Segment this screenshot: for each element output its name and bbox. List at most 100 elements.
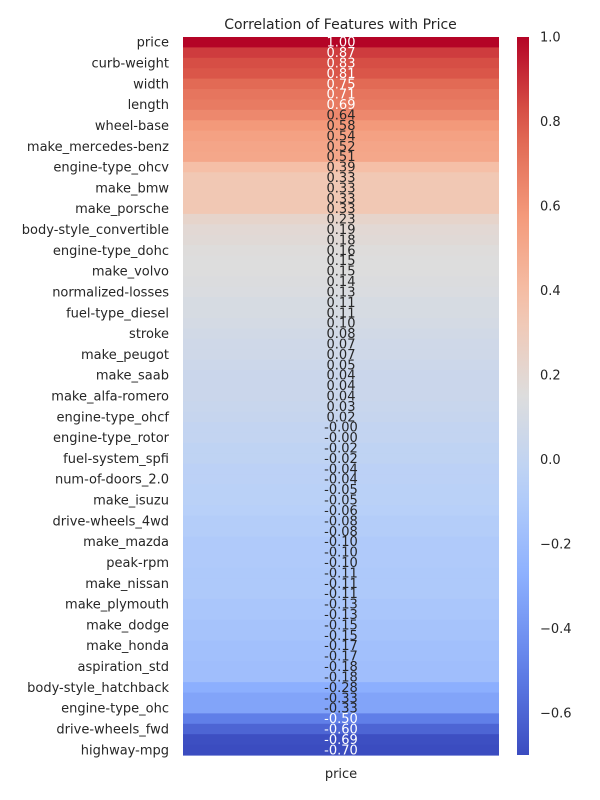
heatmap-cell [183,151,499,163]
heatmap-cell [183,609,499,621]
cell-annotation: -0.10 [324,546,358,561]
row-label: aspiration_std [78,660,169,675]
heatmap-cell [183,713,499,725]
heatmap-cell [183,234,499,246]
heatmap-cell [183,422,499,434]
row-label: engine-type_ohcv [53,161,169,176]
cell-annotations: 1.000.870.830.810.750.710.690.640.580.54… [324,36,358,759]
heatmap-cell [183,68,499,80]
row-label: make_mercedes-benz [27,140,169,155]
row-label: make_nissan [85,577,169,592]
row-label: fuel-system_spfi [63,452,169,467]
row-label: make_plymouth [65,598,169,613]
row-label: wheel-base [95,119,169,134]
cell-annotation: -0.70 [324,743,358,758]
heatmap-cell [183,369,499,381]
heatmap-cell [183,255,499,267]
cell-annotation: 0.33 [327,202,356,217]
cell-annotation: 0.10 [327,317,356,332]
cell-annotation: 0.15 [327,265,356,280]
row-label: highway-mpg [81,743,169,758]
cell-annotation: -0.10 [324,556,358,571]
heatmap-cell [183,99,499,111]
heatmap-cell [183,650,499,662]
cell-annotation: -0.69 [324,733,358,748]
heatmap-cell [183,120,499,132]
heatmap-cell [183,619,499,631]
heatmap-cell [183,245,499,257]
cell-annotation: 0.52 [327,140,356,155]
cell-annotation: 0.14 [327,275,356,290]
row-label: fuel-type_diesel [66,306,169,321]
heatmap-cell [183,661,499,673]
heatmap-cell [183,401,499,413]
heatmap-cell [183,546,499,558]
cell-annotation: -0.15 [324,618,358,633]
cell-annotation: 0.13 [327,285,356,300]
row-label: drive-wheels_fwd [56,722,169,737]
cell-annotation: -0.10 [324,535,358,550]
cell-annotation: -0.17 [324,650,358,665]
row-labels: price curb-weight width length wheel-base mak… [22,36,170,759]
row-label: engine-type_ohcf [57,410,170,425]
cell-annotation: -0.33 [324,691,358,706]
cell-annotation: 0.16 [327,244,356,259]
colorbar-tick-label: 0.2 [540,368,561,383]
cell-annotation: 0.15 [327,254,356,269]
cell-annotation: 0.64 [327,109,356,124]
heatmap-cell [183,557,499,569]
heatmap-cell [183,682,499,694]
cell-annotation: 0.87 [327,46,356,61]
heatmap-cell [183,130,499,142]
row-label: length [128,98,169,113]
cell-annotation: 0.81 [327,67,356,82]
cell-annotation: -0.00 [324,431,358,446]
heatmap-cell [183,588,499,600]
heatmap-cell [183,359,499,371]
heatmap-cell [183,380,499,392]
colorbar-tick-label: −0.4 [540,622,572,637]
cell-annotation: 0.04 [327,379,356,394]
heatmap-cell [183,567,499,579]
heatmap-cell [183,172,499,184]
chart-title: Correlation of Features with Price [224,17,457,33]
column-labels: price [325,767,357,782]
heatmap-cell [183,328,499,340]
heatmap-cell [183,474,499,486]
row-label: width [133,77,169,92]
cell-annotation: 0.58 [327,119,356,134]
heatmap-cells [183,37,499,756]
heatmap-cell [183,338,499,350]
cell-annotation: -0.33 [324,702,358,717]
cell-annotation: -0.04 [324,462,358,477]
heatmap-cell [183,37,499,49]
colorbar-tick-label: 0.0 [540,453,561,468]
heatmap-cell [183,213,499,225]
heatmap-cell [183,526,499,538]
row-label: make_mazda [83,535,169,550]
cell-annotation: -0.11 [324,587,358,602]
row-label: make_saab [96,369,169,384]
cell-annotation: 0.39 [327,161,356,176]
colorbar-tick-label: 0.8 [540,115,561,130]
cell-annotation: 0.23 [327,213,356,228]
cell-annotation: 0.07 [327,337,356,352]
cell-annotation: 0.04 [327,369,356,384]
row-label: normalized-losses [52,285,169,300]
cell-annotation: -0.60 [324,722,358,737]
cell-annotation: -0.50 [324,712,358,727]
heatmap-cell [183,515,499,527]
heatmap-cell [183,286,499,298]
cell-annotation: -0.13 [324,598,358,613]
heatmap-cell [183,317,499,329]
cell-annotation: -0.18 [324,660,358,675]
cell-annotation: -0.11 [324,566,358,581]
heatmap-cell [183,598,499,610]
heatmap-cell [183,494,499,506]
colorbar-tick-label: 1.0 [540,31,561,46]
cell-annotation: 0.11 [327,306,356,321]
heatmap-cell [183,744,499,756]
cell-annotation: 0.08 [327,327,356,342]
cell-annotation: -0.15 [324,629,358,644]
heatmap-cell [183,453,499,465]
